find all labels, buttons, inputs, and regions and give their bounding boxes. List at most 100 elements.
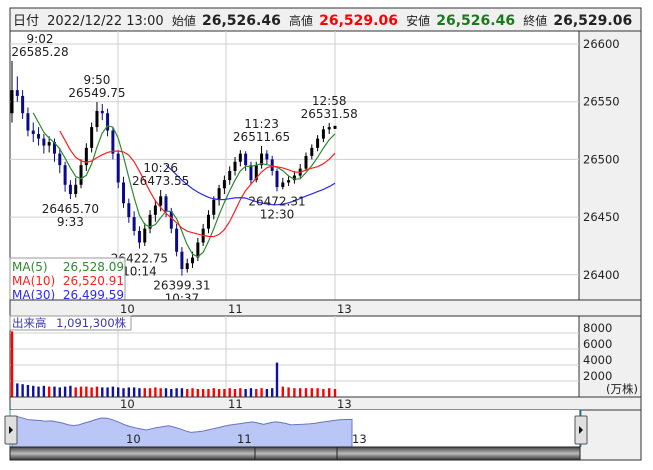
volume-bar (95, 386, 99, 397)
volume-bar (217, 389, 221, 397)
candle-body (79, 165, 83, 185)
y-tick: 26550 (583, 95, 620, 109)
price-grid (10, 31, 579, 300)
volume-bar (316, 388, 319, 397)
y-tick: 26400 (583, 268, 620, 282)
candle-body (106, 113, 110, 131)
volume-bar (127, 387, 131, 397)
candle-body (217, 188, 221, 200)
candle-body (153, 205, 157, 215)
candle-body (21, 95, 25, 114)
volume-bars (10, 331, 337, 397)
candle-body (26, 113, 30, 131)
volume-bar (164, 388, 168, 397)
date-label: 日付 (13, 14, 39, 29)
candle-body (47, 142, 51, 146)
vol-y-tick: 6000 (583, 337, 612, 351)
volume-bar (186, 389, 189, 397)
candle-body (132, 217, 136, 231)
volume-bar (196, 389, 200, 397)
annotation-time: 9:33 (57, 215, 84, 229)
nav-right-handle[interactable] (574, 415, 588, 445)
volume-label-box (9, 315, 132, 331)
low-value: 26,526.46 (436, 13, 515, 29)
ohlc-header: 日付 2022/12/22 13:00 始値 26,526.46 高値 26,5… (9, 7, 642, 32)
volume-bar (101, 387, 104, 397)
volume-bar (270, 388, 274, 397)
volume-bar (42, 385, 46, 397)
annotation-price: 26549.75 (68, 86, 125, 100)
annotation-time: 12:30 (260, 207, 295, 221)
volume-bar (74, 387, 77, 397)
candle-body (52, 142, 56, 154)
candle-body (304, 155, 308, 169)
volume-bar (21, 384, 24, 397)
candle-body (15, 90, 19, 96)
annotation-price: 26531.58 (301, 107, 358, 121)
candle-body (122, 182, 126, 204)
volume-bar (10, 331, 14, 397)
ma30-label: MA(30) (12, 288, 55, 302)
scrollbar[interactable] (9, 446, 581, 461)
volume-bar (26, 385, 30, 397)
annotation-price: 26511.65 (233, 130, 290, 144)
candle-body (74, 184, 78, 195)
candle-body (292, 175, 296, 181)
x-tick: 10 (120, 397, 135, 411)
ma5-value: 26,528.09 (63, 260, 124, 274)
volume-unit: (万株) (606, 382, 638, 396)
nav-x-tick: 13 (352, 432, 367, 446)
volume-bar (212, 388, 215, 397)
annotation-time: 10:26 (143, 161, 178, 175)
candle-body (206, 214, 210, 229)
candle-body (254, 165, 258, 181)
volume-bar (287, 387, 290, 397)
volume-bar (281, 386, 284, 397)
volume-bar (299, 388, 302, 397)
volume-bar (170, 389, 173, 397)
candle-body (281, 182, 285, 188)
volume-label: 出来高 1,091,300株 (9, 315, 132, 331)
volume-bar (201, 389, 205, 397)
candle-body (90, 127, 94, 148)
candle-body (42, 138, 46, 146)
volume-bar (233, 389, 237, 397)
candle-body (327, 127, 331, 130)
high-label: 高値 (289, 13, 313, 28)
ma10-label: MA(10) (12, 274, 55, 288)
candle-body (233, 161, 237, 171)
nav-x-tick: 11 (237, 432, 252, 446)
candle-body (222, 180, 226, 189)
volume-bar (69, 385, 72, 397)
annotation-time: 11:23 (244, 117, 279, 131)
y-tick: 26500 (583, 152, 620, 166)
candle-body (287, 180, 291, 183)
volume-x-axis (9, 396, 642, 411)
ma30-line (165, 164, 336, 206)
price-plot-area[interactable] (9, 30, 580, 301)
volume-bar (154, 387, 157, 397)
annotation-price: 26472.31 (248, 194, 305, 208)
nav-left-handle[interactable] (4, 415, 18, 445)
navigator-area (11, 415, 353, 448)
candle-body (111, 130, 115, 154)
volume-total: 1,091,300株 (56, 316, 127, 330)
candle-body (212, 199, 216, 215)
ma-legend-box (9, 257, 126, 302)
volume-bar (322, 389, 325, 397)
volume-bar (47, 386, 51, 397)
annotation-price: 26465.70 (42, 202, 99, 216)
annotation-price: 26399.31 (153, 279, 210, 293)
candle-body (169, 211, 173, 229)
volume-bar (132, 387, 136, 397)
volume-bar (159, 388, 162, 397)
moving-average-lines (32, 112, 336, 258)
candle-body (31, 130, 35, 135)
vol-y-tick: 8000 (583, 321, 612, 335)
candle-body (196, 242, 200, 258)
ma30-value: 26,499.59 (63, 288, 124, 302)
volume-bar (32, 385, 35, 397)
volume-bar (239, 388, 242, 397)
volume-bar (304, 388, 308, 397)
